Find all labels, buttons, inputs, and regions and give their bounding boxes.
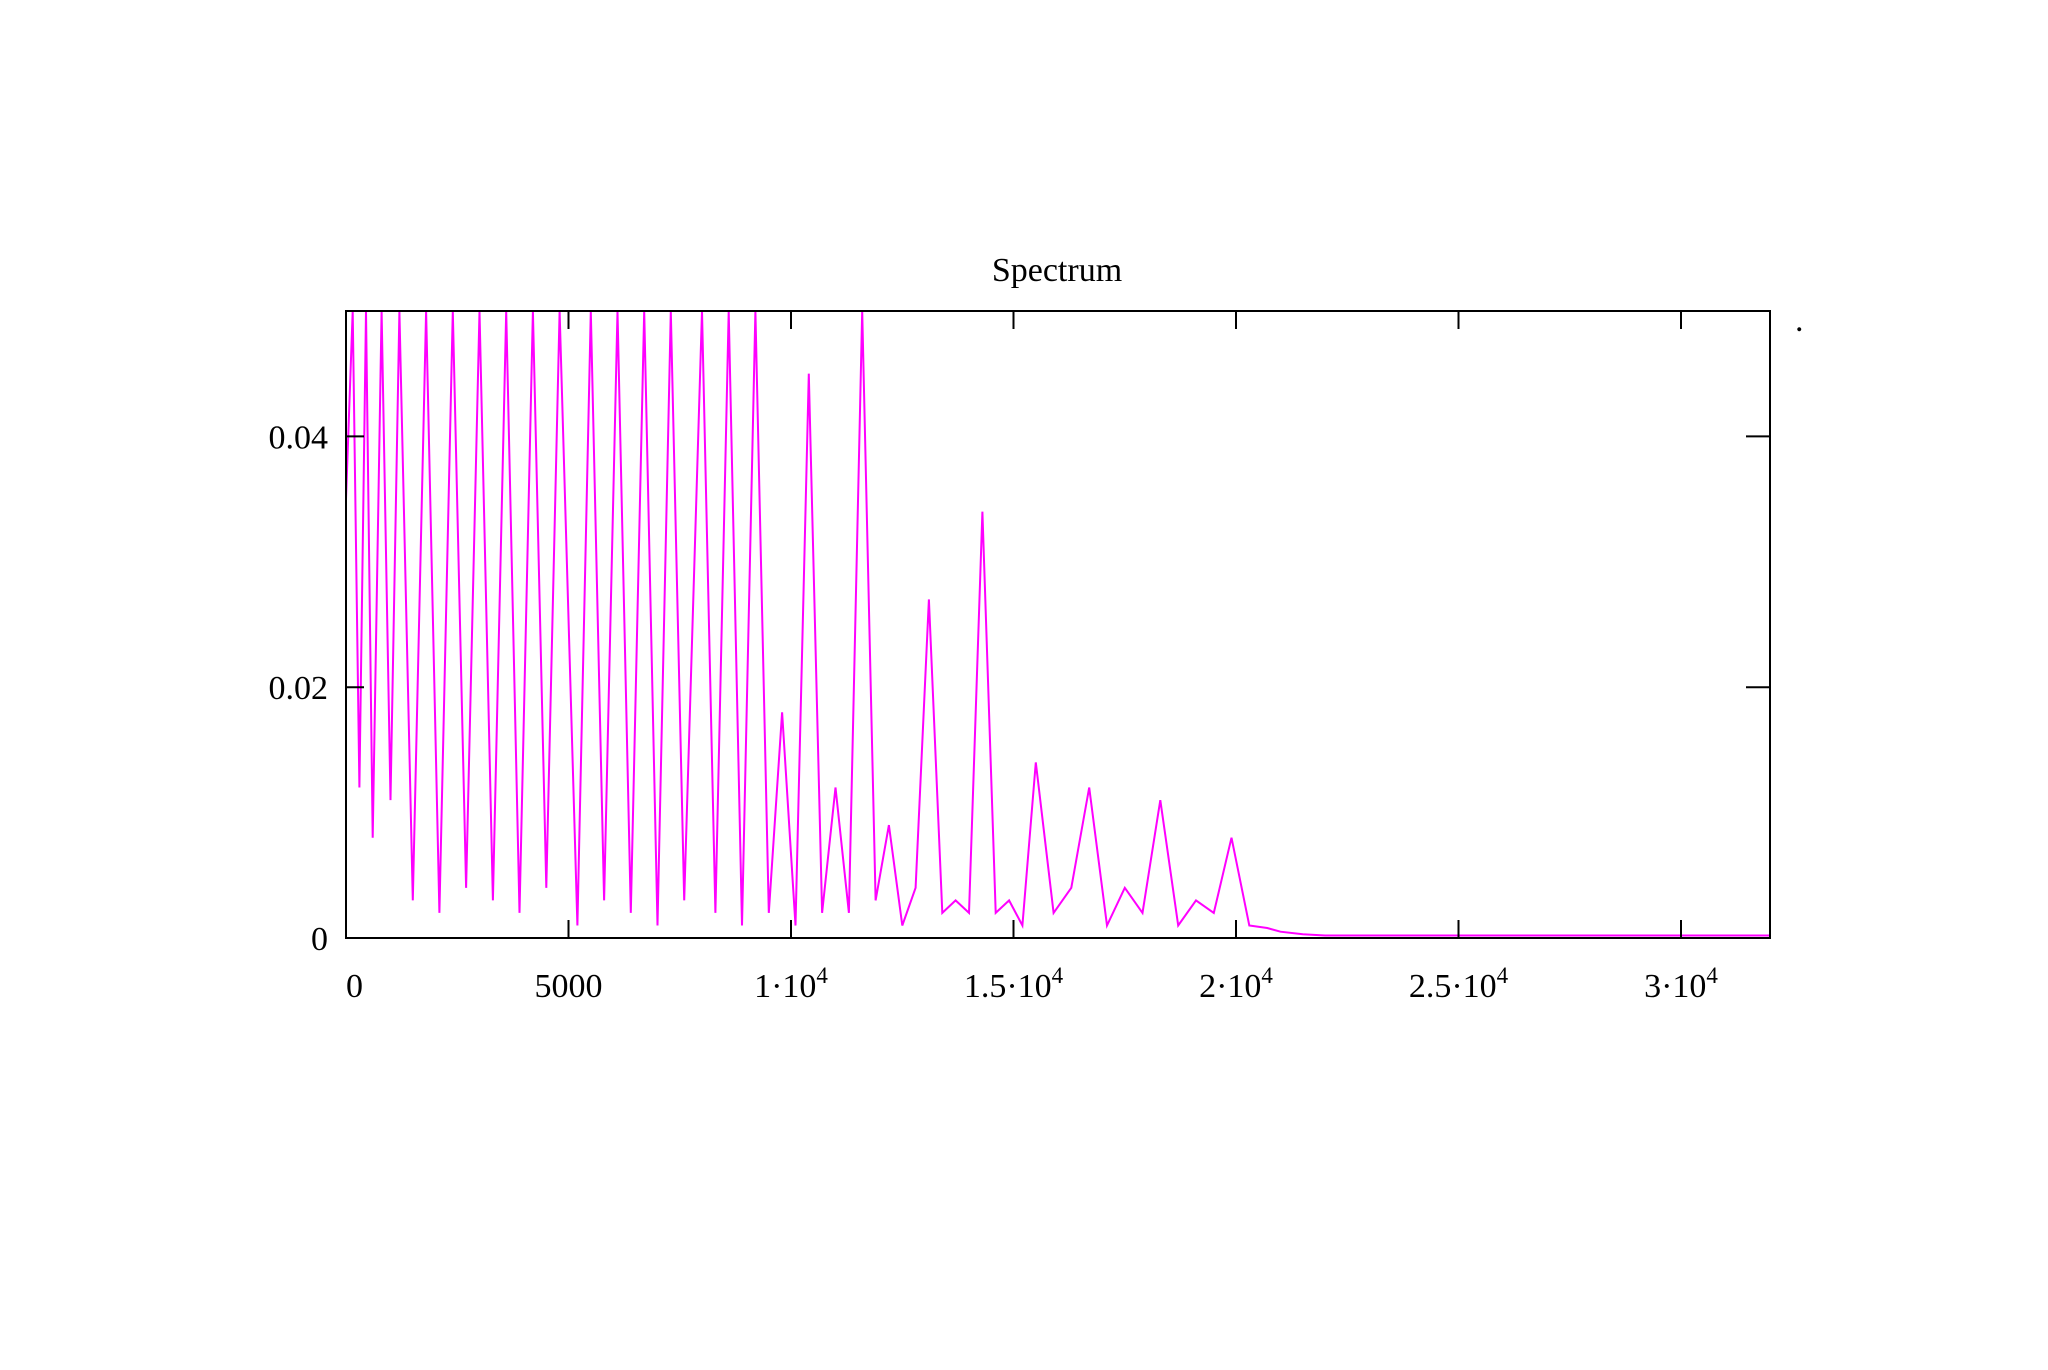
x-tick-label-6: 3·104: [1644, 963, 1718, 1005]
x-tick-layer: 0 5000 1·104 1.5·104 2·104 2.5·104 3·104: [345, 311, 1718, 1005]
x-tick-label-2: 1·104: [754, 963, 828, 1005]
chart-title: Spectrum: [992, 252, 1122, 289]
x-tick-label-4: 2·104: [1199, 963, 1273, 1005]
series-line-0: [345, 310, 1770, 937]
plot-frame: [345, 310, 1771, 939]
x-tick-label-3: 1.5·104: [964, 963, 1064, 1005]
series-layer: [345, 310, 1770, 937]
x-tick-label-5: 2.5·104: [1409, 963, 1509, 1005]
x-tick-label-0: 0: [346, 968, 363, 1005]
corner-dot: .: [1795, 302, 1804, 339]
y-tick-label-2: 0.04: [269, 419, 329, 456]
y-tick-layer: 0 0.02 0.04: [269, 419, 1770, 958]
x-tick-label-1: 5000: [535, 968, 603, 1005]
y-tick-label-0: 0: [311, 921, 328, 958]
y-tick-label-1: 0.02: [269, 670, 329, 707]
